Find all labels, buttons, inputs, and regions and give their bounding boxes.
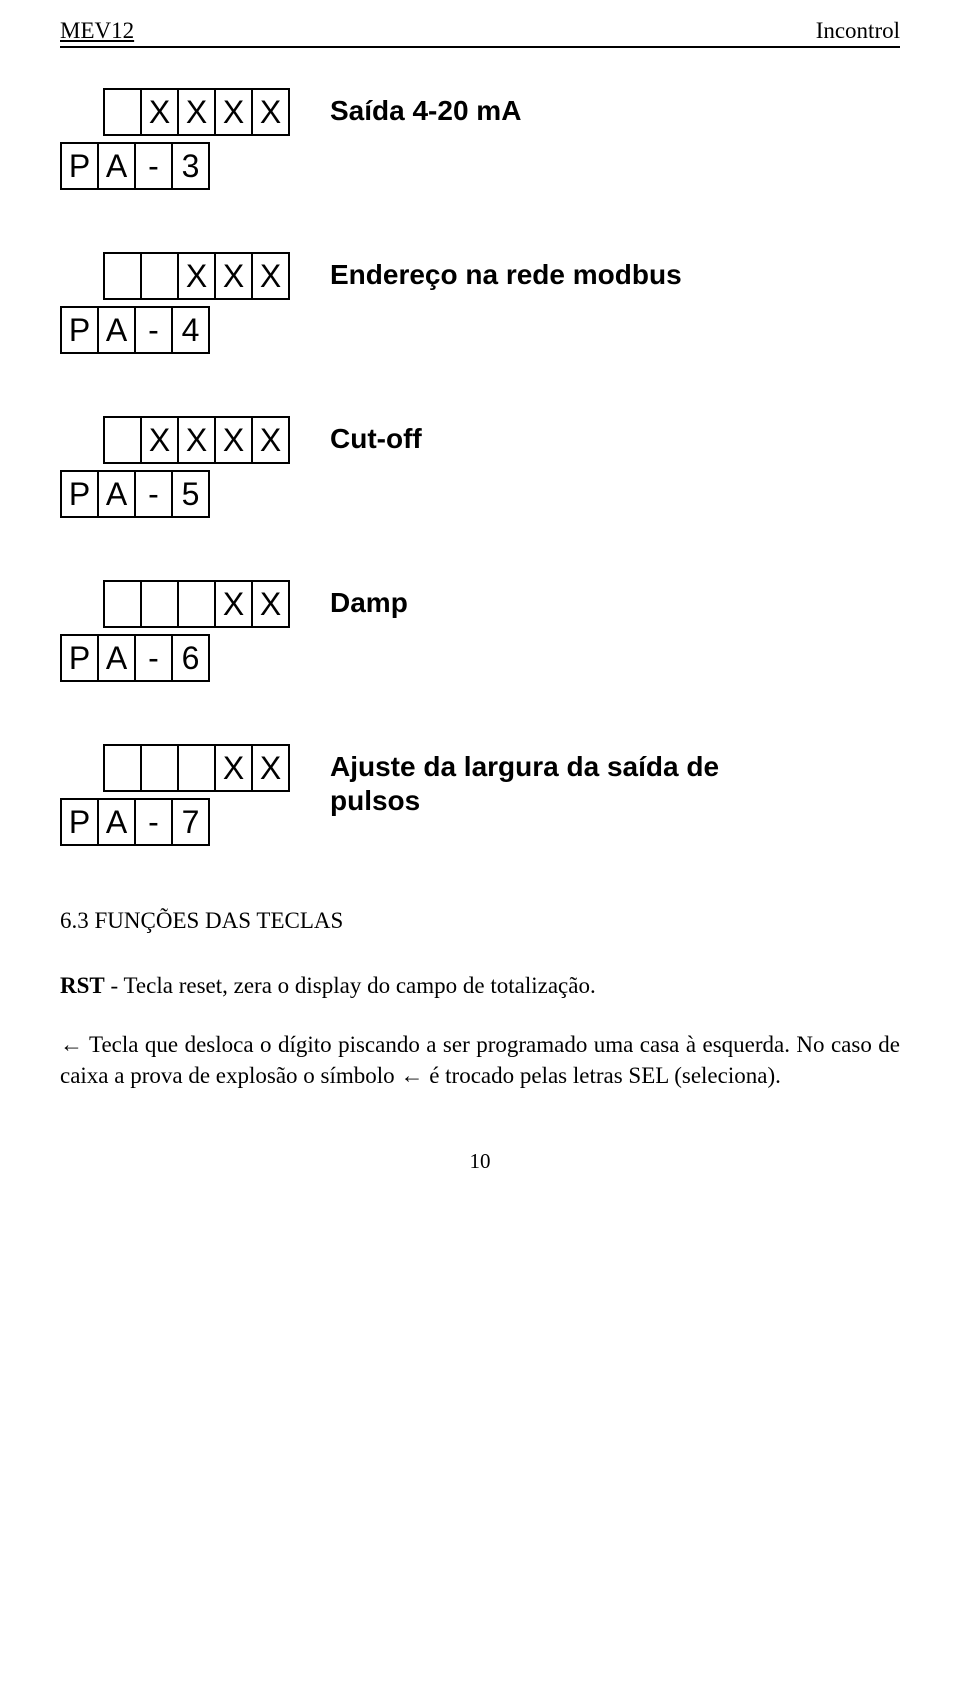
cell: X	[140, 88, 179, 136]
cell: X	[251, 744, 290, 792]
header-right: Incontrol	[816, 18, 900, 44]
cell: -	[134, 634, 173, 682]
cell: A	[97, 634, 136, 682]
param-label: Saída 4-20 mA	[330, 88, 521, 128]
cell: -	[134, 798, 173, 846]
cell	[103, 252, 142, 300]
display-cells: XXPA-6	[60, 580, 290, 682]
display-cells: XXXXPA-5	[60, 416, 290, 518]
cell: 3	[171, 142, 210, 190]
param-label: Damp	[330, 580, 408, 620]
cell	[140, 252, 179, 300]
cell: P	[60, 142, 99, 190]
param-id-row: PA-5	[60, 470, 210, 518]
param-label: Cut-off	[330, 416, 422, 456]
cell	[177, 580, 216, 628]
paragraph-rst: RST - Tecla reset, zera o display do cam…	[60, 970, 900, 1001]
cell: P	[60, 470, 99, 518]
param-block: XXPA-6Damp	[60, 580, 900, 682]
arrow-icon: ←	[400, 1062, 423, 1088]
value-row: XXXX	[103, 416, 290, 464]
section-title: 6.3 FUNÇÕES DAS TECLAS	[60, 908, 900, 934]
value-row: XX	[103, 580, 290, 628]
cell: -	[134, 142, 173, 190]
display-cells: XXXPA-4	[60, 252, 290, 354]
cell: X	[251, 416, 290, 464]
cell: X	[251, 580, 290, 628]
display-cells: XXPA-7	[60, 744, 290, 846]
cell: 6	[171, 634, 210, 682]
cell: P	[60, 798, 99, 846]
cell: 5	[171, 470, 210, 518]
cell: 7	[171, 798, 210, 846]
value-row: XX	[103, 744, 290, 792]
cell	[177, 744, 216, 792]
cell: X	[214, 88, 253, 136]
display-cells: XXXXPA-3	[60, 88, 290, 190]
cell: X	[177, 88, 216, 136]
param-block: XXXXPA-3Saída 4-20 mA	[60, 88, 900, 190]
cell	[103, 580, 142, 628]
cell: -	[134, 470, 173, 518]
arrow-icon: ←	[60, 1031, 83, 1057]
rst-desc: - Tecla reset, zera o display do campo d…	[105, 973, 596, 998]
cell	[103, 416, 142, 464]
cell: A	[97, 142, 136, 190]
page-number: 10	[60, 1149, 900, 1174]
cell	[140, 744, 179, 792]
cell: X	[214, 744, 253, 792]
cell: X	[214, 252, 253, 300]
page-header: MEV12 Incontrol	[60, 18, 900, 48]
param-id-row: PA-6	[60, 634, 210, 682]
cell: X	[140, 416, 179, 464]
cell: P	[60, 306, 99, 354]
cell: A	[97, 470, 136, 518]
header-left: MEV12	[60, 18, 134, 44]
cell: A	[97, 306, 136, 354]
value-row: XXX	[103, 252, 290, 300]
cell: P	[60, 634, 99, 682]
cell: A	[97, 798, 136, 846]
cell	[103, 744, 142, 792]
cell: X	[177, 416, 216, 464]
paragraph-arrow: ← Tecla que desloca o dígito piscando a …	[60, 1029, 900, 1091]
cell: -	[134, 306, 173, 354]
param-id-row: PA-7	[60, 798, 210, 846]
rst-label: RST	[60, 973, 105, 998]
cell	[140, 580, 179, 628]
param-block: XXXPA-4Endereço na rede modbus	[60, 252, 900, 354]
arrow-desc-2: é trocado pelas letras SEL (seleciona).	[423, 1063, 780, 1088]
value-row: XXXX	[103, 88, 290, 136]
cell: 4	[171, 306, 210, 354]
cell: X	[251, 252, 290, 300]
param-label: Ajuste da largura da saída de pulsos	[330, 744, 730, 817]
param-label: Endereço na rede modbus	[330, 252, 682, 292]
cell: X	[251, 88, 290, 136]
param-block: XXPA-7Ajuste da largura da saída de puls…	[60, 744, 900, 846]
cell	[103, 88, 142, 136]
cell: X	[177, 252, 216, 300]
cell: X	[214, 416, 253, 464]
param-block: XXXXPA-5Cut-off	[60, 416, 900, 518]
param-id-row: PA-4	[60, 306, 210, 354]
param-id-row: PA-3	[60, 142, 210, 190]
cell: X	[214, 580, 253, 628]
